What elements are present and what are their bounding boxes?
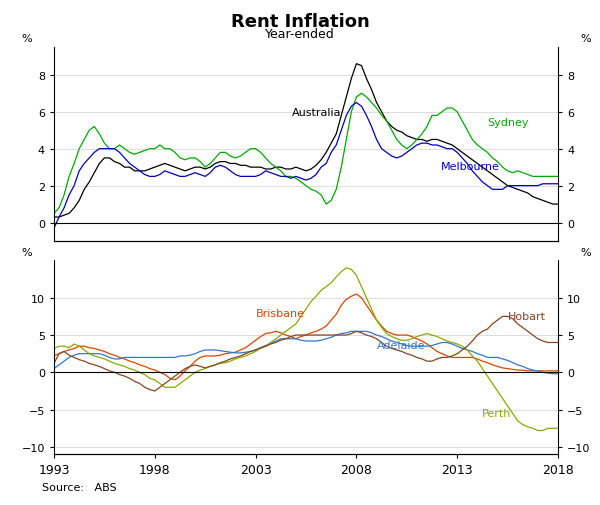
- Text: Hobart: Hobart: [508, 311, 545, 321]
- Text: Australia: Australia: [292, 108, 341, 118]
- Text: %: %: [580, 34, 591, 44]
- Text: %: %: [21, 34, 32, 44]
- Text: Perth: Perth: [481, 408, 511, 418]
- Text: Melbourne: Melbourne: [441, 162, 500, 172]
- Text: Rent Inflation: Rent Inflation: [230, 13, 370, 31]
- Text: Brisbane: Brisbane: [256, 309, 305, 319]
- Text: %: %: [580, 247, 591, 257]
- Text: %: %: [21, 247, 32, 257]
- Text: Adelaide: Adelaide: [377, 341, 425, 351]
- Text: Sydney: Sydney: [487, 118, 529, 127]
- Text: Year-ended: Year-ended: [265, 28, 335, 41]
- Text: Source:   ABS: Source: ABS: [42, 482, 116, 492]
